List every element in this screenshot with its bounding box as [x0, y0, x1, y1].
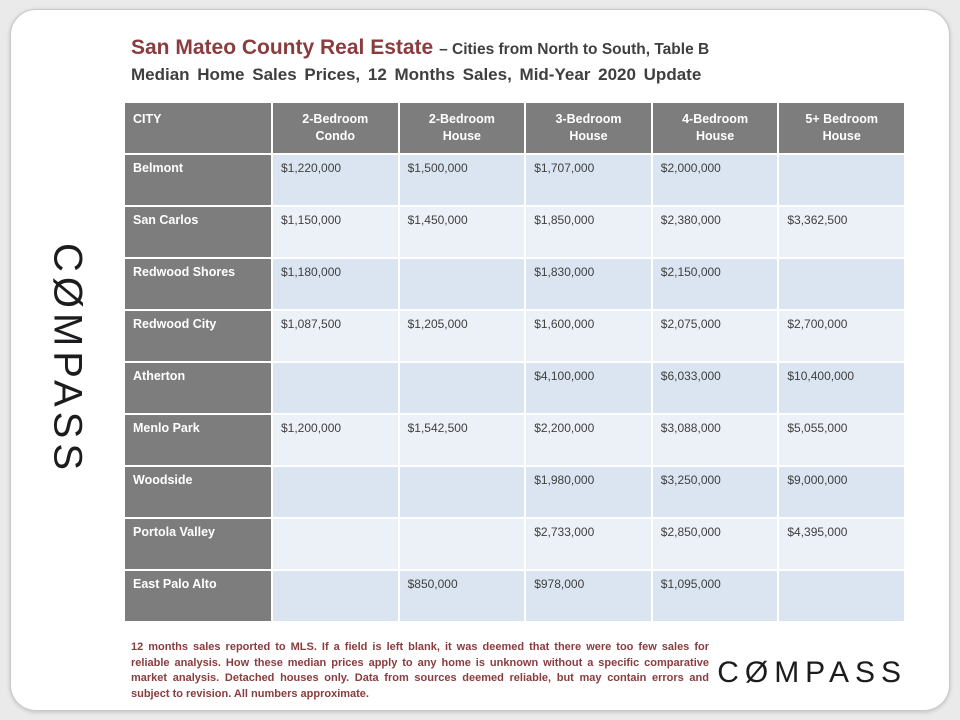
price-cell	[397, 465, 527, 519]
table-row: Belmont $1,220,000 $1,500,000 $1,707,000 $2,…	[123, 153, 906, 207]
price-cell: $2,380,000	[650, 205, 780, 259]
price-cell	[397, 257, 527, 311]
price-cell: $1,087,500	[271, 309, 400, 363]
price-cell: $1,450,000	[397, 205, 527, 259]
price-cell: $850,000	[397, 569, 527, 623]
table-row: Menlo Park $1,200,000 $1,542,500 $2,200,000…	[123, 413, 906, 467]
col-header: 3-Bedroom House	[524, 101, 653, 155]
price-cell: $978,000	[524, 569, 653, 623]
price-cell	[777, 257, 906, 311]
city-cell: Redwood City	[123, 309, 273, 363]
page-title-main: San Mateo County Real Estate	[131, 36, 434, 59]
table-row: Atherton $4,100,000 $6,033,000 $10,400,000	[123, 361, 906, 415]
table-row: Redwood Shores $1,180,000 $1,830,000 $2,150…	[123, 257, 906, 311]
city-cell: Menlo Park	[123, 413, 273, 467]
price-cell	[777, 153, 906, 207]
price-cell: $1,600,000	[524, 309, 653, 363]
price-cell: $1,220,000	[271, 153, 400, 207]
table-row: San Carlos $1,150,000 $1,450,000 $1,850,000…	[123, 205, 906, 259]
price-cell: $2,000,000	[650, 153, 780, 207]
footnote-text: 12 months sales reported to MLS. If a fi…	[131, 641, 709, 700]
table-header-row: CITY 2-Bedroom Condo 2-Bedroom House 3-Bedr…	[123, 101, 906, 155]
col-header: 4-Bedroom House	[650, 101, 780, 155]
table-row: Portola Valley $2,733,000 $2,850,000 $4,395…	[123, 517, 906, 571]
price-cell: $10,400,000	[777, 361, 906, 415]
median-prices-table: CITY 2-Bedroom Condo 2-Bedroom House 3-Bedr…	[123, 101, 906, 623]
price-cell: $2,850,000	[650, 517, 780, 571]
price-cell: $2,200,000	[524, 413, 653, 467]
page-title-suffix: – Cities from North to South, Table B	[439, 41, 710, 58]
price-cell: $5,055,000	[777, 413, 906, 467]
price-cell: $1,542,500	[397, 413, 527, 467]
table-row: East Palo Alto $850,000 $978,000 $1,095,000	[123, 569, 906, 623]
price-cell	[777, 569, 906, 623]
col-header: 2-Bedroom Condo	[271, 101, 400, 155]
page-title: San Mateo County Real Estate – Cities fr…	[131, 36, 709, 60]
col-header-city: CITY	[123, 101, 273, 155]
price-cell: $1,150,000	[271, 205, 400, 259]
price-cell: $1,830,000	[524, 257, 653, 311]
price-cell: $1,500,000	[397, 153, 527, 207]
price-cell: $2,150,000	[650, 257, 780, 311]
col-header: 2-Bedroom House	[397, 101, 527, 155]
city-cell: San Carlos	[123, 205, 273, 259]
compass-vertical-wordmark: CØMPASS	[45, 242, 90, 476]
price-cell	[271, 465, 400, 519]
city-cell: Redwood Shores	[123, 257, 273, 311]
price-cell: $3,088,000	[650, 413, 780, 467]
price-cell: $2,733,000	[524, 517, 653, 571]
city-cell: East Palo Alto	[123, 569, 273, 623]
compass-vertical-logo: CØMPASS	[45, 243, 90, 475]
price-cell	[271, 517, 400, 571]
price-cell: $2,075,000	[650, 309, 780, 363]
city-cell: Portola Valley	[123, 517, 273, 571]
table-row: Woodside $1,980,000 $3,250,000 $9,000,000	[123, 465, 906, 519]
price-cell: $4,100,000	[524, 361, 653, 415]
compass-logo: CØMPASS	[717, 656, 907, 690]
price-cell	[397, 517, 527, 571]
table-head: CITY 2-Bedroom Condo 2-Bedroom House 3-Bedr…	[123, 101, 906, 155]
city-cell: Atherton	[123, 361, 273, 415]
price-cell: $1,707,000	[524, 153, 653, 207]
slide-card: CØMPASS San Mateo County Real Estate – C…	[10, 9, 950, 711]
price-cell: $3,250,000	[650, 465, 780, 519]
price-cell	[271, 569, 400, 623]
city-cell: Belmont	[123, 153, 273, 207]
price-cell: $4,395,000	[777, 517, 906, 571]
price-cell: $1,095,000	[650, 569, 780, 623]
price-cell: $6,033,000	[650, 361, 780, 415]
price-cell: $1,205,000	[397, 309, 527, 363]
title-block: San Mateo County Real Estate – Cities fr…	[131, 36, 709, 85]
price-cell	[397, 361, 527, 415]
page-subtitle: Median Home Sales Prices, 12 Months Sale…	[131, 65, 702, 84]
price-cell: $3,362,500	[777, 205, 906, 259]
compass-wordmark: CØMPASS	[717, 656, 907, 689]
price-cell: $1,980,000	[524, 465, 653, 519]
price-cell: $2,700,000	[777, 309, 906, 363]
col-header: 5+ Bedroom House	[777, 101, 906, 155]
price-cell: $1,200,000	[271, 413, 400, 467]
city-cell: Woodside	[123, 465, 273, 519]
price-cell: $1,850,000	[524, 205, 653, 259]
price-cell	[271, 361, 400, 415]
price-cell: $1,180,000	[271, 257, 400, 311]
table-body: Belmont $1,220,000 $1,500,000 $1,707,000 $2,…	[123, 153, 906, 623]
price-cell: $9,000,000	[777, 465, 906, 519]
table-row: Redwood City $1,087,500 $1,205,000 $1,600,0…	[123, 309, 906, 363]
